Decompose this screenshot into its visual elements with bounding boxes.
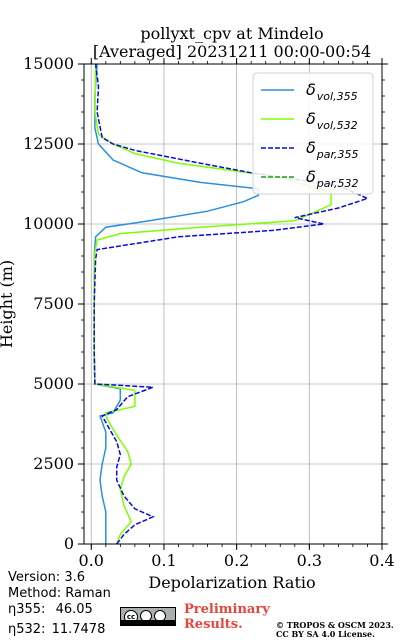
x-tick-label-1: 0.1 — [151, 551, 176, 570]
legend-label-3: δpar,532 — [306, 167, 359, 190]
eta532-label: η532: — [8, 622, 46, 637]
y-tick-label-6: 15000 — [23, 54, 74, 73]
x-tick-label-3: 0.3 — [297, 551, 322, 570]
preliminary-line1: Preliminary — [184, 602, 270, 617]
legend-label-0: δvol,355 — [306, 80, 358, 103]
series-lines — [93, 64, 370, 544]
depolarization-chart: 0.0 0.1 0.2 0.3 0.4 0 2500 5000 7500 10000 12500 15… — [0, 24, 395, 592]
x-tick-label-0: 0.0 — [79, 551, 104, 570]
y-tick-label-5: 12500 — [23, 134, 74, 153]
x-axis-label: Depolarization Ratio — [148, 573, 315, 592]
chart-title-line1: pollyxt_cpv at Mindelo — [140, 24, 323, 43]
x-tick-label-2: 0.2 — [224, 551, 249, 570]
y-tick-label-3: 7500 — [33, 294, 74, 313]
series-line-2 — [93, 64, 370, 544]
axis-ticks: 0.0 0.1 0.2 0.3 0.4 0 2500 5000 7500 10000 12500 15… — [23, 54, 395, 570]
eta532-value: 11.7478 — [51, 622, 106, 637]
legend-label-2: δpar,355 — [306, 138, 359, 161]
legend-label-1: δvol,532 — [306, 109, 358, 132]
eta355-label: η355: — [8, 602, 46, 617]
legend-box — [252, 72, 374, 195]
version-text: Version: 3.6 — [8, 570, 85, 585]
x-tick-label-4: 0.4 — [369, 551, 394, 570]
cc-license-badge: cc — [120, 607, 176, 626]
preliminary-line2: Results. — [184, 617, 243, 632]
legend: δvol,355 δvol,532 δpar,355 δpar,532 — [252, 72, 374, 195]
y-tick-label-0: 0 — [64, 534, 74, 553]
method-text: Method: Raman — [8, 586, 111, 601]
y-tick-label-2: 5000 — [33, 374, 74, 393]
eta532-row: η532: 11.7478 — [8, 622, 105, 638]
chart-title-line2: [Averaged] 20231211 00:00-00:54 — [93, 42, 371, 61]
preliminary-results: Preliminary Results. — [184, 602, 270, 632]
copyright-line2: CC BY SA 4.0 License. — [276, 629, 375, 639]
y-axis-label: Height (m) — [0, 260, 16, 348]
y-tick-label-4: 10000 — [23, 214, 74, 233]
copyright-line1: © TROPOS & OSCM 2023. — [276, 620, 394, 630]
y-tick-label-1: 2500 — [33, 454, 74, 473]
license-bar — [121, 620, 175, 625]
eta355-value: 46.05 — [55, 602, 93, 617]
eta355-row: η355: 46.05 — [8, 602, 93, 618]
